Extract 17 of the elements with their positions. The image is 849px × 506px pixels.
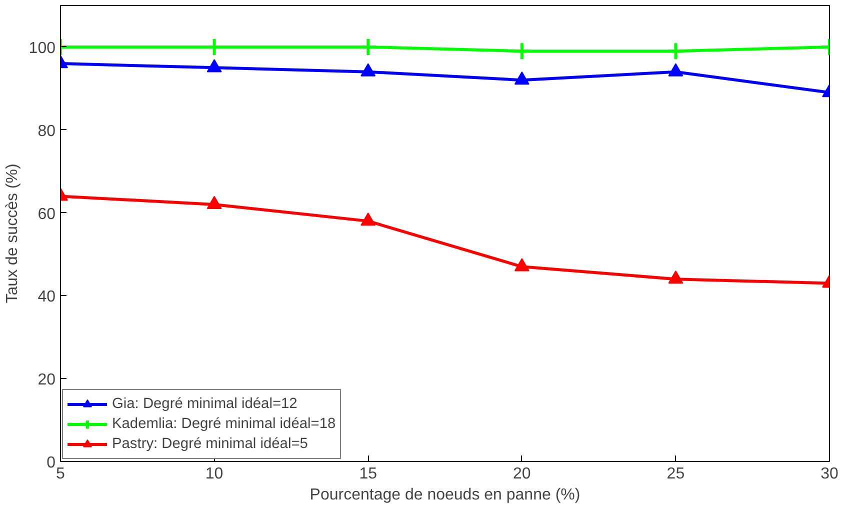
legend-label: Kademlia: Degré minimal idéal=18 (112, 416, 336, 432)
y-tick-label: 60 (38, 206, 56, 223)
x-tick-label: 30 (820, 466, 838, 482)
legend-label: Gia: Degré minimal idéal=12 (112, 396, 298, 412)
y-tick-label: 80 (38, 122, 56, 140)
x-tick-label: 20 (513, 466, 531, 482)
y-axis-title: Taux de succès (%) (4, 164, 21, 304)
y-tick-label: 0 (46, 454, 56, 472)
x-axis-title: Pourcentage de noeuds en panne (%) (310, 486, 580, 504)
y-tick-label: 100 (28, 40, 56, 57)
y-tick-label: 20 (38, 372, 56, 389)
x-tick-label: 5 (56, 466, 66, 482)
x-tick-label: 15 (359, 466, 378, 482)
legend-label: Pastry: Degré minimal idéal=5 (112, 436, 308, 452)
x-tick-label: 25 (666, 466, 685, 482)
y-tick-label: 40 (38, 288, 56, 306)
x-tick-label: 10 (205, 466, 224, 482)
